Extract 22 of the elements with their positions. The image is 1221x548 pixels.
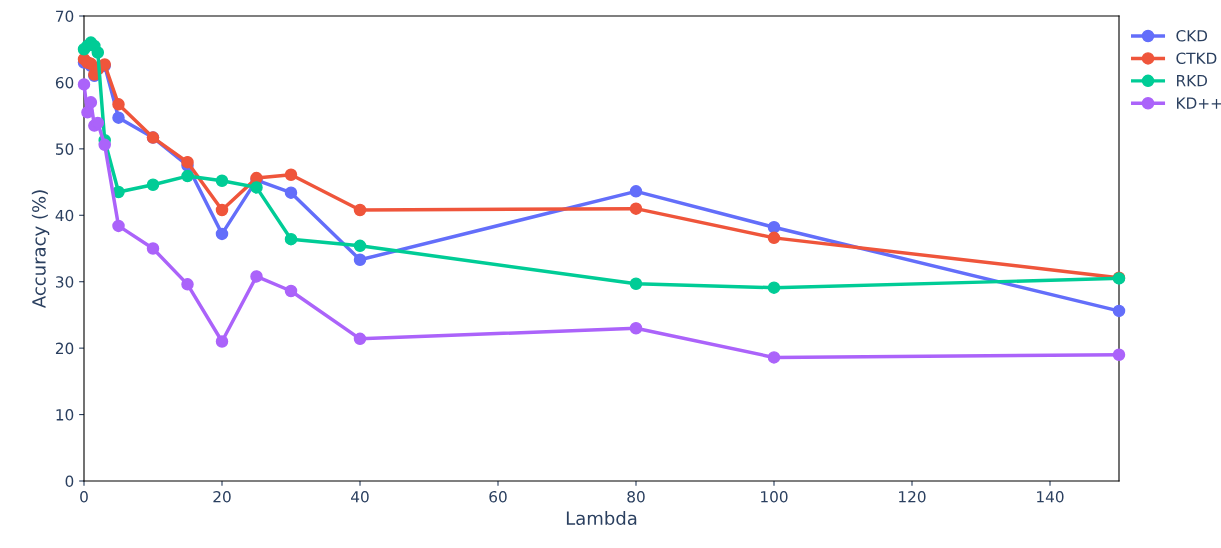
legend-label: RKD <box>1177 75 1208 87</box>
x-tick-label: 100 <box>761 490 788 503</box>
y-tick-label: 50 <box>56 143 74 155</box>
y-axis-title: Accuracy (%) <box>31 190 50 309</box>
x-tick-label: 40 <box>351 490 369 503</box>
x-axis-title: Lambda <box>566 511 637 526</box>
legend-label: CKD <box>1176 30 1208 42</box>
x-tick-label: 20 <box>213 490 231 503</box>
legend-label: KD++ <box>1177 97 1221 109</box>
y-tick-label: 40 <box>55 209 74 222</box>
x-tick-label: 60 <box>489 490 507 503</box>
y-tick-label: 0 <box>65 475 74 488</box>
x-tick-label: 140 <box>1037 490 1064 503</box>
y-tick-label: 70 <box>56 10 74 23</box>
legend-label: CTKD <box>1176 52 1217 64</box>
y-tick-label: 30 <box>56 276 74 288</box>
x-tick-label: 120 <box>899 490 926 503</box>
y-tick-label: 10 <box>56 409 74 421</box>
x-tick-label: 80 <box>627 490 645 503</box>
y-tick-label: 60 <box>55 76 74 89</box>
x-tick-label: 0 <box>80 490 88 503</box>
y-tick-label: 20 <box>55 342 74 355</box>
